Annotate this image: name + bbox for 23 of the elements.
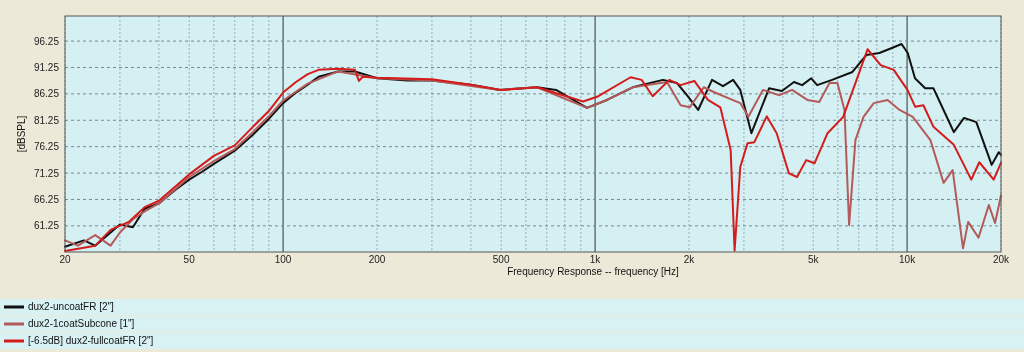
x-tick-label: 5k bbox=[807, 254, 820, 265]
y-tick-label: 96.25 bbox=[33, 35, 60, 47]
y-tick-label: 66.25 bbox=[33, 193, 60, 205]
legend-label: dux2-uncoatFR [2"] bbox=[28, 301, 115, 312]
x-tick-label: 2k bbox=[683, 254, 696, 265]
x-tick-label: 50 bbox=[183, 254, 196, 265]
x-tick-label: 500 bbox=[492, 254, 510, 265]
y-tick-label: 61.25 bbox=[33, 220, 60, 232]
x-tick-label: 100 bbox=[274, 254, 292, 265]
x-tick-label: 1k bbox=[589, 254, 602, 265]
y-tick-label: 81.25 bbox=[33, 114, 60, 126]
legend-label: [-6.5dB] dux2-fullcoatFR [2"] bbox=[28, 335, 154, 346]
x-tick-label: 10k bbox=[899, 254, 917, 265]
y-axis-title: [dBSPL] bbox=[16, 115, 27, 153]
y-tick-label: 71.25 bbox=[33, 167, 60, 179]
x-axis-title: Frequency Response -- frequency [Hz] bbox=[507, 266, 680, 277]
x-tick-label: 200 bbox=[368, 254, 386, 265]
x-tick-label: 20k bbox=[992, 254, 1011, 265]
y-tick-label: 86.25 bbox=[33, 88, 60, 100]
x-tick-label: 20 bbox=[59, 254, 71, 265]
y-tick-label: 76.25 bbox=[33, 141, 60, 153]
legend-label: dux2-1coatSubcone [1"] bbox=[28, 318, 135, 329]
y-tick-label: 91.25 bbox=[33, 61, 60, 73]
